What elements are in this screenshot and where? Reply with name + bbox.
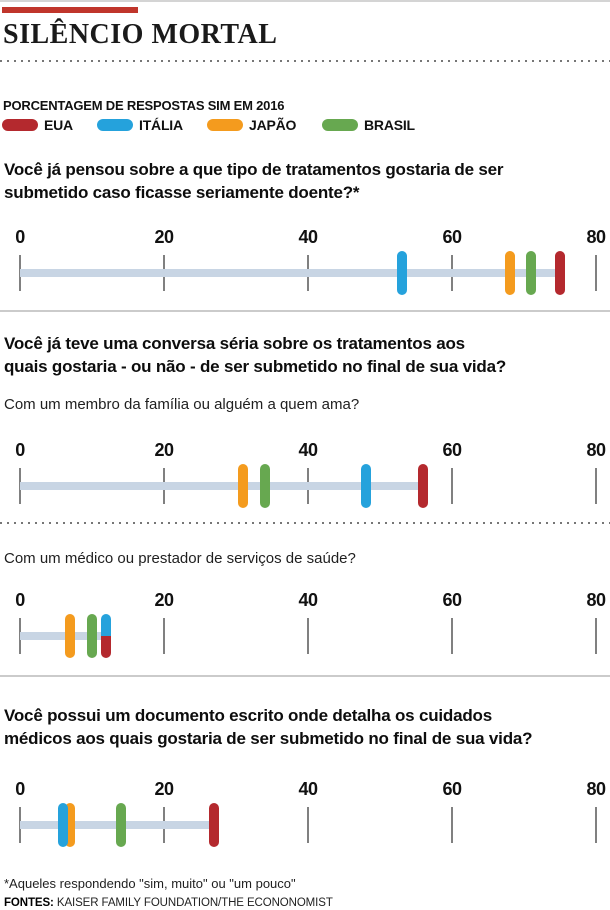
legend: EUA ITÁLIA JAPÃO BRASIL: [0, 117, 610, 133]
legend-label: EUA: [44, 117, 73, 133]
axis-tick-label: 80: [586, 227, 606, 247]
axis-tick-label: 60: [442, 590, 462, 610]
source-label: FONTES:: [4, 897, 54, 909]
axis-tick: [163, 618, 165, 654]
axis-strip: [19, 251, 597, 295]
marker-japão: [504, 251, 515, 295]
axis-tick-label: 40: [298, 779, 318, 799]
marker-eua: [555, 251, 565, 295]
dot-strip-chart-4: 0 20 40 60 80: [15, 779, 606, 847]
axis-tick-label: 80: [586, 440, 606, 460]
eua-color-swatch: [2, 119, 38, 131]
footnote: *Aqueles respondendo "sim, muito" ou "um…: [4, 876, 296, 891]
subquestion-doctor: Com um médico ou prestador de serviços d…: [4, 550, 356, 567]
axis-strip: [19, 803, 597, 847]
source-line: FONTES: KAISER FAMILY FOUNDATION/THE ECO…: [4, 897, 333, 909]
axis-tick-label: 60: [442, 440, 462, 460]
dotted-divider: [0, 60, 610, 62]
axis-tick: [451, 807, 453, 843]
marker-eua: [418, 464, 429, 508]
source-text: KAISER FAMILY FOUNDATION/THE ECONONOMIST: [53, 897, 333, 909]
axis-tick-label: 20: [154, 440, 174, 460]
axis-tick: [451, 468, 453, 504]
axis-tick: [595, 618, 597, 654]
top-hairline: [0, 0, 610, 2]
axis-tick-label: 40: [298, 590, 318, 610]
masthead-red-bar: [2, 7, 138, 13]
axis-tick-label: 40: [298, 440, 318, 460]
axis-tick-label: 80: [586, 779, 606, 799]
section-divider: [0, 310, 610, 312]
legend-label: BRASIL: [364, 117, 415, 133]
marker-eua: [209, 803, 220, 847]
axis-tick-label: 0: [15, 227, 25, 247]
marker-itália: [58, 803, 69, 847]
axis-tick-label: 0: [15, 779, 25, 799]
section-divider: [0, 675, 610, 677]
dotted-divider: [0, 522, 610, 524]
axis-tick-label: 0: [15, 440, 25, 460]
axis-strip: [19, 614, 597, 658]
axis-tick-label: 80: [586, 590, 606, 610]
axis-tick: [451, 618, 453, 654]
axis-tick-label: 40: [298, 227, 318, 247]
axis-tick: [595, 468, 597, 504]
legend-label: ITÁLIA: [139, 117, 183, 133]
dot-strip-chart-1: 0 20 40 60 80: [15, 227, 606, 295]
legend-item-eua: EUA: [2, 117, 73, 133]
legend-item-brasil: BRASIL: [322, 117, 415, 133]
axis-strip: [19, 464, 597, 508]
japao-color-swatch: [207, 119, 243, 131]
marker-brasil: [259, 464, 270, 508]
marker-itália: [101, 614, 112, 636]
dot-strip-chart-3: 0 20 40 60 80: [15, 590, 606, 658]
axis-tick: [307, 807, 309, 843]
axis-tick-label: 20: [154, 227, 174, 247]
axis-tick: [595, 807, 597, 843]
italia-color-swatch: [97, 119, 133, 131]
range-track: [20, 482, 424, 490]
chart-subtitle: PORCENTAGEM DE RESPOSTAS SIM EM 2016: [3, 98, 285, 113]
marker-japão: [65, 614, 76, 658]
axis-tick-label: 60: [442, 779, 462, 799]
axis-tick: [595, 255, 597, 291]
brasil-color-swatch: [322, 119, 358, 131]
marker-itália: [360, 464, 371, 508]
marker-japão: [238, 464, 249, 508]
marker-eua: [101, 636, 112, 658]
axis-tick-label: 0: [15, 590, 25, 610]
legend-label: JAPÃO: [249, 117, 297, 133]
marker-itália: [396, 251, 407, 295]
legend-item-italia: ITÁLIA: [97, 117, 183, 133]
question-1: Você já pensou sobre a que tipo de trata…: [4, 160, 504, 202]
subquestion-family: Com um membro da família ou alguém a que…: [4, 396, 360, 413]
legend-item-japao: JAPÃO: [207, 117, 296, 133]
marker-brasil: [526, 251, 537, 295]
marker-brasil: [115, 803, 126, 847]
question-3: Você possui um documento escrito onde de…: [4, 706, 533, 748]
axis-tick-label: 20: [154, 590, 174, 610]
range-track: [20, 632, 107, 640]
axis-tick-label: 60: [442, 227, 462, 247]
marker-brasil: [87, 614, 97, 658]
axis-tick-label: 20: [154, 779, 174, 799]
dot-strip-chart-2: 0 20 40 60 80: [15, 440, 606, 508]
page-title: SILÊNCIO MORTAL: [3, 19, 278, 50]
axis-tick: [307, 618, 309, 654]
range-track: [20, 269, 560, 277]
marker-japão: [65, 803, 76, 847]
question-2: Você já teve uma conversa séria sobre os…: [4, 334, 507, 376]
